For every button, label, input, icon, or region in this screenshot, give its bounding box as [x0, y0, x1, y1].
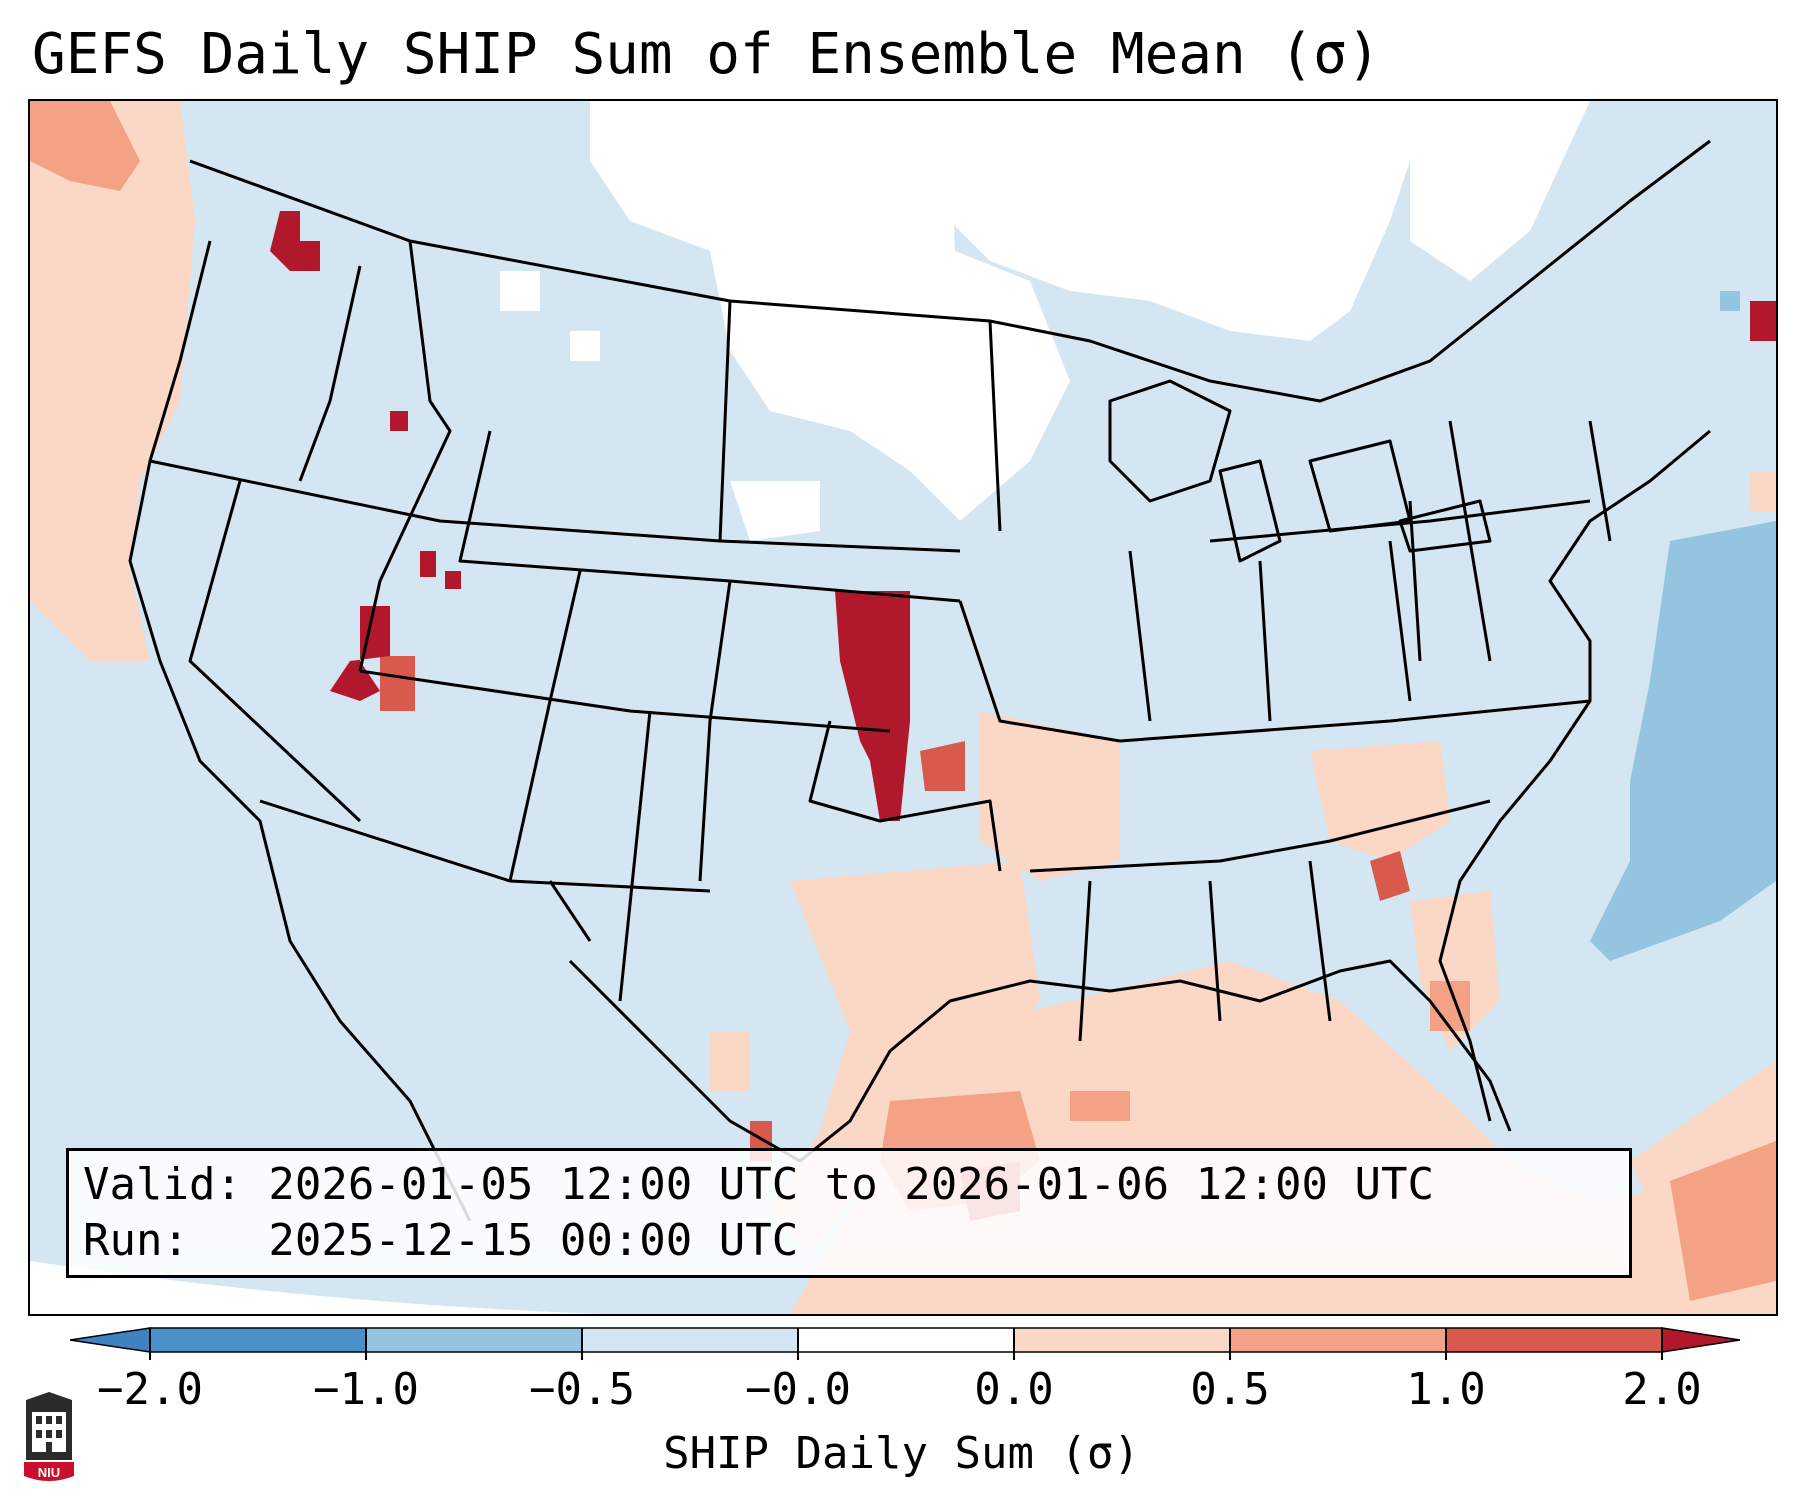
colorbar-seg-zero — [798, 1328, 1014, 1352]
map-title: GEFS Daily SHIP Sum of Ensemble Mean (σ) — [32, 22, 1381, 87]
colorbar-extend-high — [1661, 1327, 1740, 1353]
valid-run-info-box: Valid: 2026-01-05 12:00 UTC to 2026-01-0… — [66, 1148, 1632, 1278]
university-crest-icon: NIU — [24, 1392, 74, 1481]
tick-label: −0.5 — [529, 1364, 635, 1415]
ship-anomaly-map — [30, 101, 1776, 1314]
colorbar — [70, 1327, 1740, 1360]
colorbar-label: SHIP Daily Sum (σ) — [663, 1428, 1140, 1479]
colorbar-seg-0-05 — [1014, 1328, 1230, 1352]
tick-label: 2.0 — [1622, 1364, 1702, 1415]
colorbar-seg-neg1-neg05 — [366, 1328, 582, 1352]
run-time-line: Run: 2025-12-15 00:00 UTC — [83, 1215, 799, 1266]
negative-anomaly-medium — [1590, 291, 1776, 961]
valid-time-line: Valid: 2026-01-05 12:00 UTC to 2026-01-0… — [83, 1159, 1435, 1210]
positive-anomaly-max — [270, 211, 1776, 821]
colorbar-extend-low — [70, 1327, 151, 1353]
colorbar-ticks — [149, 1328, 1663, 1360]
colorbar-seg-neg2-neg1 — [150, 1328, 366, 1352]
tick-label: −2.0 — [97, 1364, 203, 1415]
tick-label: −0.0 — [745, 1364, 851, 1415]
tick-label: 0.5 — [1190, 1364, 1270, 1415]
logo-text: NIU — [38, 1465, 60, 1480]
colorbar-seg-05-1 — [1230, 1328, 1446, 1352]
colorbar-seg-neg05-0 — [582, 1328, 798, 1352]
tick-label: 0.0 — [974, 1364, 1054, 1415]
tick-label: 1.0 — [1406, 1364, 1486, 1415]
colorbar-seg-1-2 — [1446, 1328, 1662, 1352]
map-panel — [28, 99, 1778, 1316]
near-zero-regions — [500, 101, 1590, 541]
tick-label: −1.0 — [313, 1364, 419, 1415]
boundaries — [128, 139, 1711, 1222]
